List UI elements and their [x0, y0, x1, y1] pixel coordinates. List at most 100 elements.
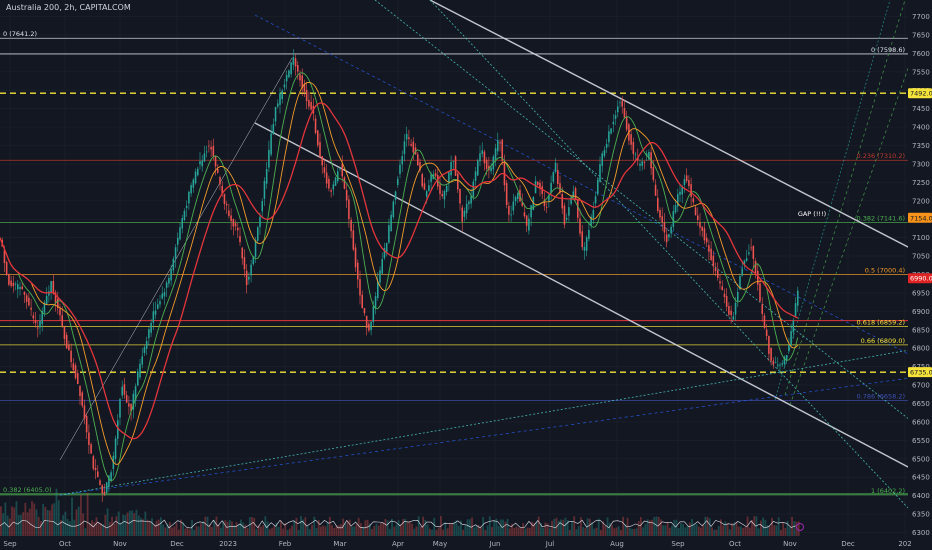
- candle-body: [370, 322, 372, 331]
- volume-bar: [429, 529, 431, 536]
- candle-body: [88, 432, 90, 444]
- volume-bar: [164, 528, 166, 536]
- candle-body: [168, 278, 170, 284]
- volume-bar: [331, 525, 333, 536]
- volume-bar: [193, 530, 195, 536]
- volume-bar: [773, 525, 775, 536]
- candle-body: [328, 179, 330, 189]
- candle-body: [428, 185, 430, 191]
- volume-bar: [376, 524, 378, 536]
- volume-bar: [371, 529, 373, 536]
- candle-body: [237, 228, 239, 230]
- candle-body: [357, 263, 359, 280]
- volume-bar: [509, 528, 511, 536]
- candle-body: [435, 173, 437, 176]
- volume-bar: [142, 519, 144, 536]
- candle-body: [344, 177, 346, 188]
- candle-body: [617, 107, 619, 113]
- volume-bar: [716, 530, 718, 536]
- y-tick-label: 7300: [912, 160, 930, 168]
- volume-bar: [416, 527, 418, 536]
- volume-bar: [409, 521, 411, 536]
- candle-body: [677, 194, 679, 206]
- volume-bar: [616, 527, 618, 536]
- candle-body: [101, 485, 103, 493]
- candle-body: [608, 131, 610, 142]
- candle-body: [713, 256, 715, 267]
- candle-body: [393, 202, 395, 217]
- volume-bar: [393, 527, 395, 536]
- candle-body: [335, 177, 337, 186]
- candle-body: [37, 328, 39, 329]
- candle-body: [215, 157, 217, 167]
- candle-body: [35, 321, 37, 324]
- candle-body: [15, 284, 17, 285]
- volume-bar: [462, 530, 464, 536]
- candle-body: [621, 101, 623, 107]
- candle-body: [306, 90, 308, 101]
- volume-bar: [298, 530, 300, 536]
- volume-bar: [682, 524, 684, 536]
- candle-body: [690, 184, 692, 197]
- volume-bar: [153, 525, 155, 536]
- candle-body: [610, 128, 612, 133]
- volume-bar: [324, 526, 326, 536]
- candle-body: [324, 167, 326, 172]
- volume-bar: [753, 516, 755, 536]
- volume-bar: [653, 517, 655, 536]
- candle-body: [779, 365, 781, 366]
- volume-bar: [744, 527, 746, 536]
- volume-bar: [107, 508, 109, 536]
- volume-bar: [329, 517, 331, 536]
- candle-body: [204, 153, 206, 161]
- volume-bar: [620, 530, 622, 536]
- candle-body: [490, 168, 492, 172]
- candle-body: [715, 268, 717, 271]
- volume-bar: [296, 518, 298, 536]
- volume-bar: [27, 512, 29, 536]
- volume-bar: [38, 517, 40, 536]
- volume-bar: [760, 521, 762, 536]
- candle-body: [604, 150, 606, 156]
- volume-bar: [711, 528, 713, 536]
- candle-body: [515, 197, 517, 201]
- candle-body: [8, 274, 10, 284]
- candle-body: [564, 206, 566, 225]
- volume-bar: [67, 519, 69, 536]
- candle-body: [161, 294, 163, 299]
- volume-bar: [251, 517, 253, 536]
- volume-bar: [418, 516, 420, 536]
- y-tick-label: 6450: [912, 474, 930, 482]
- candle-body: [286, 75, 288, 81]
- volume-bar: [356, 524, 358, 536]
- candle-body: [570, 197, 572, 204]
- candle-body: [615, 115, 617, 119]
- candle-body: [424, 183, 426, 189]
- volume-bar: [789, 527, 791, 536]
- volume-bar: [776, 525, 778, 536]
- candle-body: [697, 215, 699, 219]
- x-tick-label: Mar: [333, 540, 346, 548]
- x-tick-label: Dec: [170, 540, 184, 548]
- candle-body: [399, 165, 401, 174]
- candle-body: [333, 184, 335, 189]
- volume-bar: [173, 526, 175, 536]
- y-tick-label: 7400: [912, 124, 930, 132]
- candle-body: [448, 172, 450, 182]
- candle-body: [793, 321, 795, 333]
- x-tick-label: Jun: [489, 540, 501, 548]
- candle-body: [148, 329, 150, 338]
- candle-body: [724, 294, 726, 297]
- volume-bar: [780, 530, 782, 536]
- volume-bar: [402, 519, 404, 536]
- y-tick-label: 6850: [912, 326, 930, 334]
- volume-bar: [311, 525, 313, 536]
- candle-body: [261, 201, 263, 211]
- volume-bar: [707, 517, 709, 536]
- volume-bar: [507, 519, 509, 536]
- candle-body: [73, 363, 75, 370]
- candle-body: [17, 284, 19, 289]
- volume-bar: [793, 521, 795, 536]
- x-tick-label: Apr: [392, 540, 404, 548]
